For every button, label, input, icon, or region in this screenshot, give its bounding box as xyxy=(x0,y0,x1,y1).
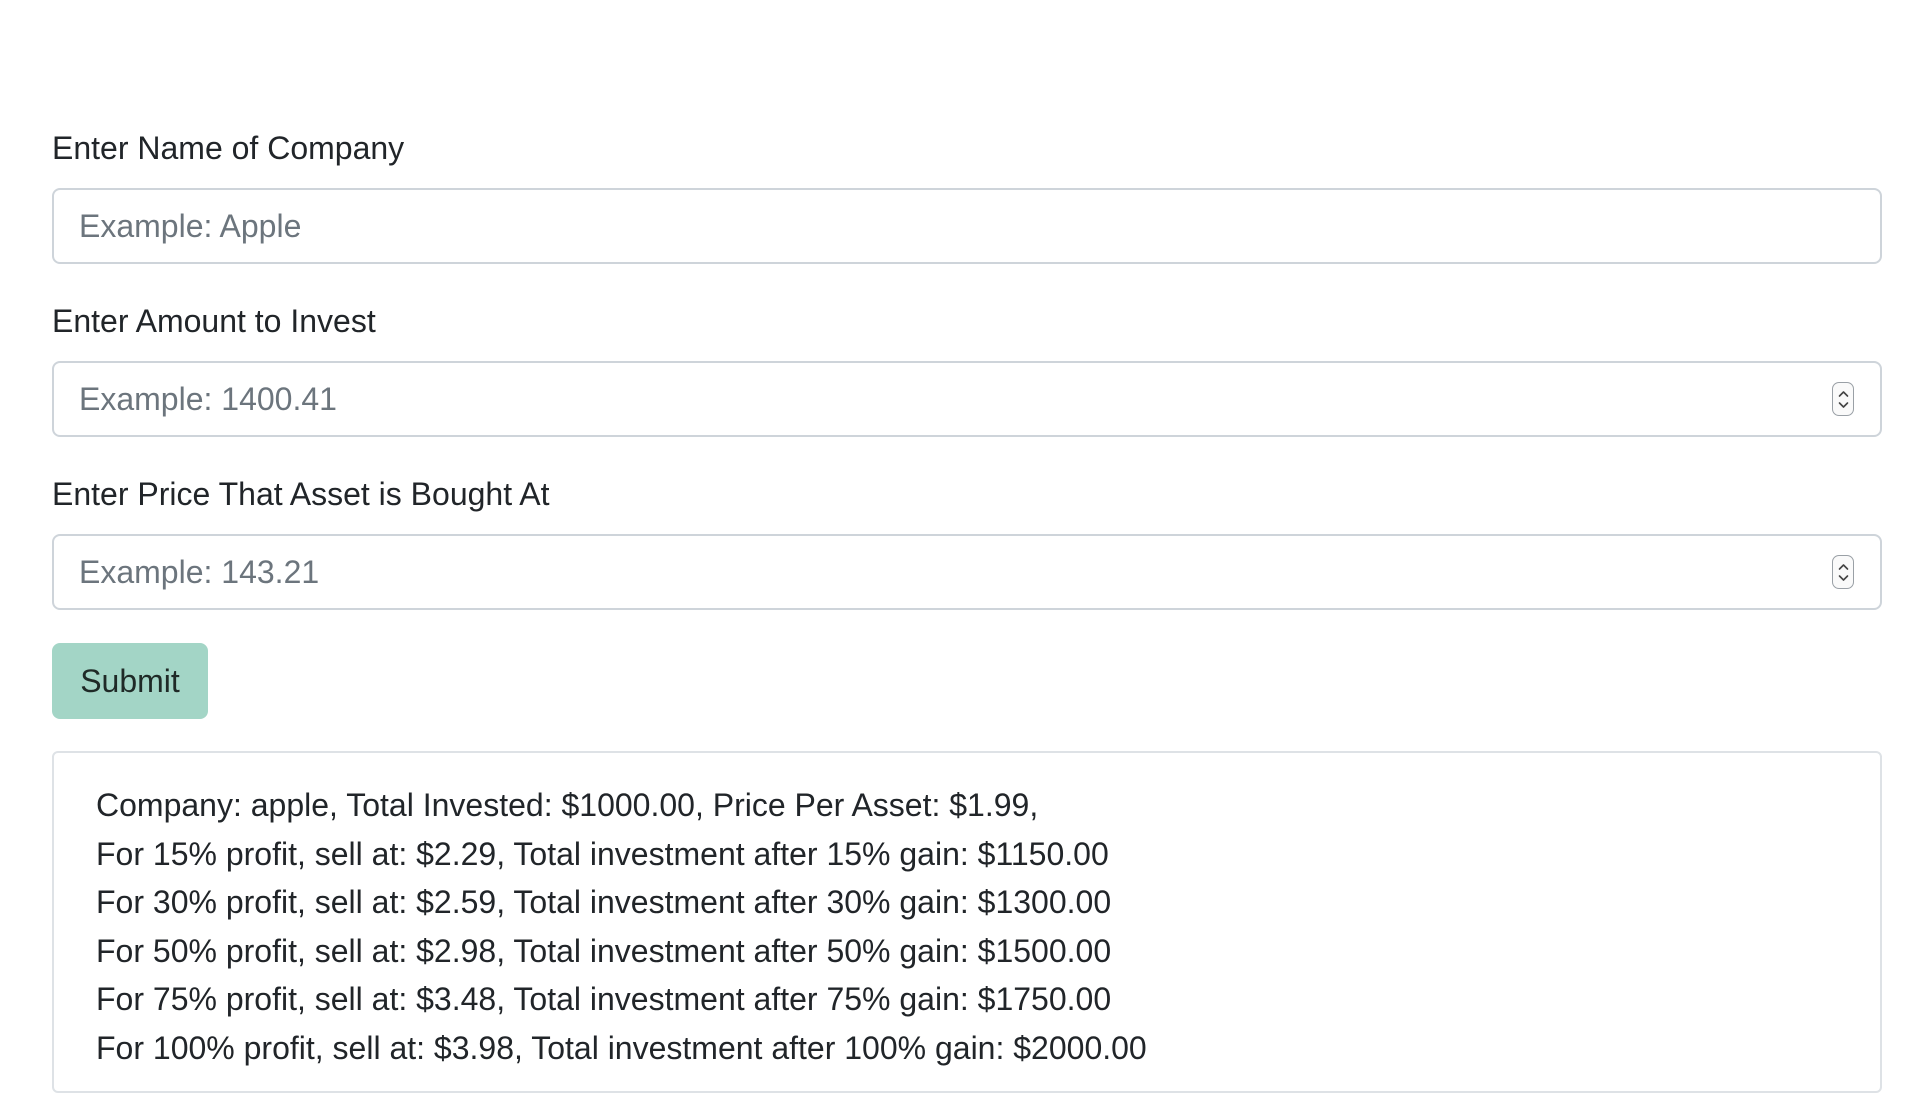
price-input[interactable] xyxy=(54,536,1880,608)
price-spinner-icon[interactable] xyxy=(1832,555,1854,589)
results-line: For 100% profit, sell at: $3.98, Total i… xyxy=(96,1029,1147,1066)
results-line: Company: apple, Total Invested: $1000.00… xyxy=(96,787,1039,823)
results-line: For 50% profit, sell at: $2.98, Total in… xyxy=(96,932,1112,969)
up-down-chevron-icon xyxy=(1838,391,1849,408)
amount-spinner-icon[interactable] xyxy=(1832,382,1854,416)
up-down-chevron-icon xyxy=(1838,564,1849,581)
submit-button[interactable]: Submit xyxy=(52,643,208,719)
company-name-label: Enter Name of Company xyxy=(52,130,405,166)
amount-field-wrapper xyxy=(52,361,1882,437)
results-panel: Company: apple, Total Invested: $1000.00… xyxy=(52,751,1882,1093)
amount-label: Enter Amount to Invest xyxy=(52,303,376,339)
results-line: For 15% profit, sell at: $2.29, Total in… xyxy=(96,835,1109,872)
results-line: For 30% profit, sell at: $2.59, Total in… xyxy=(96,884,1112,920)
price-label: Enter Price That Asset is Bought At xyxy=(52,476,550,512)
amount-input[interactable] xyxy=(54,363,1880,435)
company-name-input[interactable] xyxy=(54,190,1880,262)
results-line: For 75% profit, sell at: $3.48, Total in… xyxy=(96,981,1112,1017)
company-name-field-wrapper xyxy=(52,188,1882,264)
price-field-wrapper xyxy=(52,534,1882,610)
